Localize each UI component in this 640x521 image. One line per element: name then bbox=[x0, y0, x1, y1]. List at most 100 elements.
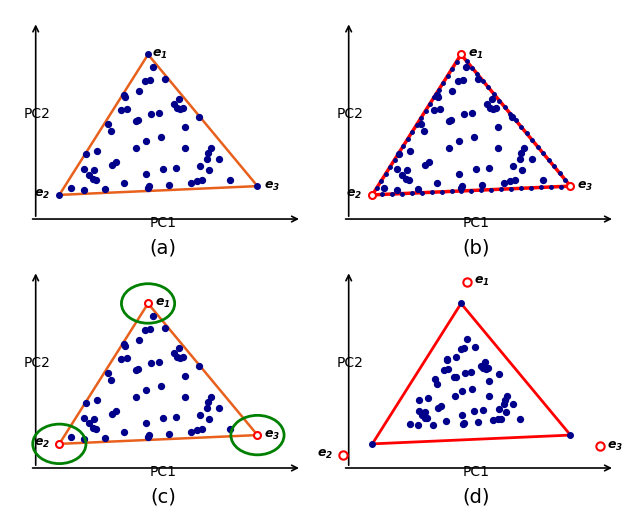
Point bbox=[154, 109, 164, 117]
Point bbox=[195, 411, 205, 419]
Point bbox=[91, 176, 101, 184]
Point bbox=[178, 353, 188, 361]
Point bbox=[194, 362, 204, 370]
Point bbox=[460, 368, 470, 377]
Point bbox=[107, 161, 117, 169]
Point bbox=[518, 144, 529, 153]
Point bbox=[175, 354, 185, 362]
Point bbox=[491, 104, 501, 112]
Text: $\bfit{e_2}$: $\bfit{e_2}$ bbox=[346, 189, 363, 202]
Point bbox=[145, 76, 155, 84]
Text: $\bfit{e_3}$: $\bfit{e_3}$ bbox=[607, 440, 623, 453]
Text: PC1: PC1 bbox=[462, 216, 490, 230]
Point bbox=[456, 184, 466, 192]
Point bbox=[510, 176, 520, 184]
Point bbox=[443, 365, 453, 373]
Point bbox=[508, 400, 518, 408]
Point bbox=[460, 344, 470, 352]
Point bbox=[203, 149, 213, 157]
Point bbox=[120, 93, 130, 101]
Point bbox=[417, 411, 427, 419]
Point bbox=[508, 162, 518, 170]
Point bbox=[405, 146, 415, 155]
Point bbox=[449, 373, 460, 381]
Point bbox=[432, 380, 442, 388]
Point bbox=[478, 364, 488, 373]
Point bbox=[131, 117, 141, 126]
Point bbox=[515, 415, 525, 423]
Point bbox=[106, 127, 116, 135]
Point bbox=[192, 426, 202, 434]
Point bbox=[131, 366, 141, 375]
Point bbox=[453, 77, 463, 85]
Point bbox=[477, 181, 487, 190]
Point bbox=[419, 127, 429, 135]
Point bbox=[515, 155, 525, 163]
Point bbox=[122, 354, 132, 362]
Point bbox=[467, 384, 477, 393]
Point bbox=[214, 404, 225, 412]
Point bbox=[171, 164, 181, 172]
Point bbox=[428, 420, 438, 429]
Text: $\bfit{e_3}$: $\bfit{e_3}$ bbox=[264, 180, 280, 193]
Text: PC1: PC1 bbox=[149, 216, 177, 230]
Point bbox=[195, 162, 205, 170]
Point bbox=[133, 365, 143, 374]
Point bbox=[67, 183, 77, 192]
Point bbox=[457, 182, 467, 190]
Point bbox=[413, 184, 424, 193]
Point bbox=[141, 137, 152, 145]
Point bbox=[160, 75, 170, 83]
Point bbox=[84, 170, 95, 179]
Text: (a): (a) bbox=[149, 239, 177, 258]
Point bbox=[214, 155, 225, 163]
Point bbox=[116, 106, 126, 114]
Point bbox=[89, 166, 99, 174]
Text: PC1: PC1 bbox=[462, 465, 490, 479]
Point bbox=[84, 419, 95, 428]
Point bbox=[100, 433, 111, 442]
Text: PC2: PC2 bbox=[337, 107, 364, 121]
Point bbox=[473, 75, 483, 83]
Point bbox=[131, 144, 141, 153]
Point bbox=[192, 177, 202, 185]
Point bbox=[454, 137, 465, 145]
Point bbox=[493, 370, 504, 379]
Point bbox=[173, 344, 184, 352]
Text: $\bfit{e_1}$: $\bfit{e_1}$ bbox=[468, 48, 484, 61]
Point bbox=[527, 155, 538, 163]
Point bbox=[422, 414, 432, 423]
Point bbox=[107, 410, 117, 418]
Point bbox=[102, 369, 113, 377]
Point bbox=[88, 175, 99, 183]
Point bbox=[158, 414, 168, 422]
Point bbox=[402, 166, 412, 174]
Point bbox=[414, 396, 424, 404]
Point bbox=[202, 404, 212, 412]
Point bbox=[486, 95, 497, 103]
Point bbox=[119, 91, 129, 100]
Text: PC2: PC2 bbox=[337, 356, 364, 370]
Point bbox=[392, 165, 403, 173]
Point bbox=[442, 356, 452, 365]
Point bbox=[173, 95, 184, 103]
Point bbox=[186, 179, 196, 187]
Point bbox=[131, 393, 141, 402]
Point bbox=[140, 326, 150, 334]
Point bbox=[205, 144, 216, 153]
Point bbox=[79, 185, 89, 194]
Point bbox=[401, 175, 412, 183]
Point bbox=[500, 395, 510, 404]
Point bbox=[133, 116, 143, 125]
Point bbox=[225, 176, 235, 184]
Point bbox=[413, 421, 424, 429]
Point bbox=[499, 179, 509, 187]
Point bbox=[496, 415, 506, 423]
Point bbox=[88, 424, 99, 432]
Point bbox=[481, 365, 491, 373]
Text: $\bfit{e_2}$: $\bfit{e_2}$ bbox=[33, 189, 50, 202]
Point bbox=[116, 355, 126, 363]
Point bbox=[203, 398, 213, 406]
Point bbox=[179, 123, 189, 131]
Text: PC1: PC1 bbox=[149, 465, 177, 479]
